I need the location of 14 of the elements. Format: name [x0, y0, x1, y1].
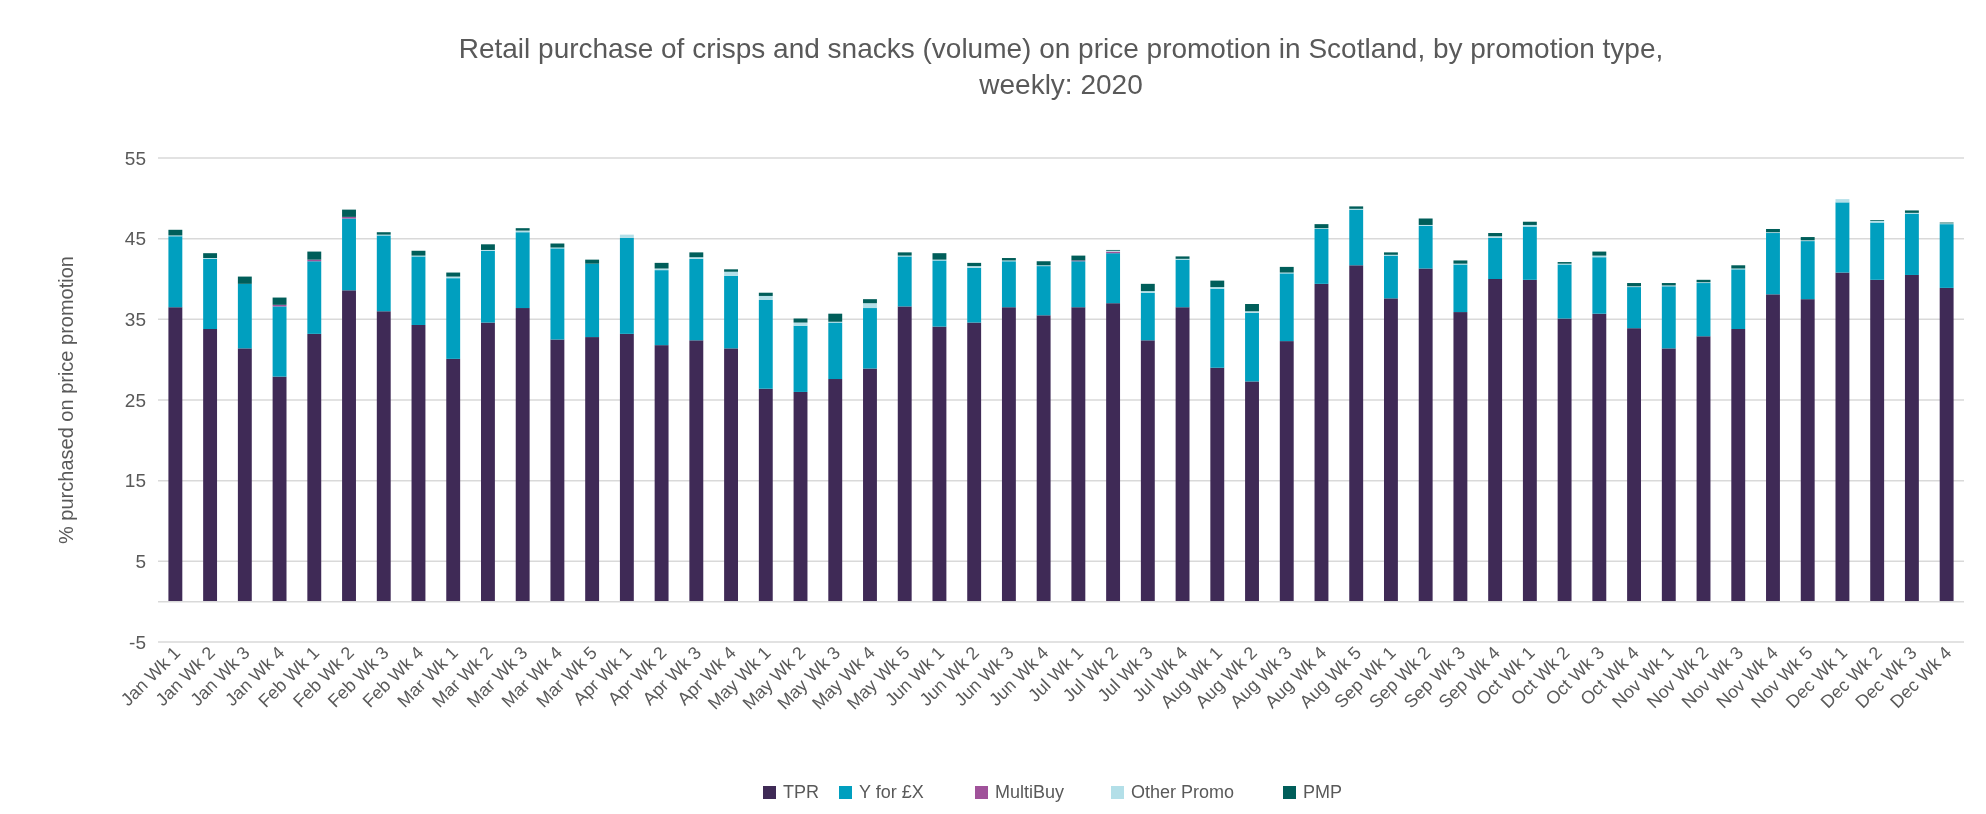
legend-label: Y for £X: [859, 782, 924, 802]
y-tick-label: 15: [124, 470, 146, 492]
y-tick-label: 45: [124, 228, 146, 250]
legend-label: PMP: [1303, 782, 1343, 802]
y-tick-label: 5: [135, 550, 146, 572]
y-axis-title: % purchased on price promotion: [55, 256, 77, 544]
y-tick-label: -5: [129, 631, 146, 653]
y-tick-label: 25: [124, 389, 146, 411]
y-tick-label: 55: [124, 147, 146, 169]
legend-label: TPR: [783, 782, 819, 802]
legend-label: MultiBuy: [995, 782, 1065, 802]
y-tick-label: 35: [124, 308, 146, 330]
legend-label: Other Promo: [1131, 782, 1235, 802]
chart-title: Retail purchase of crisps and snacks (volume) on price promotion in Scotland, by promotion type, weekly: 2020: [458, 33, 1664, 100]
